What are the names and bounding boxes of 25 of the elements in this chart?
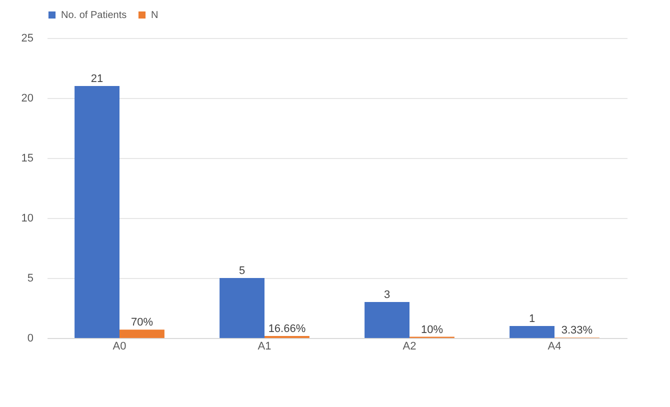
data-label: 10%: [420, 324, 444, 336]
legend-label: No. of Patients: [61, 10, 127, 21]
x-tick-label: A0: [112, 340, 126, 352]
data-label: 1: [528, 313, 536, 325]
bar: [364, 302, 410, 338]
bar: [120, 330, 164, 338]
data-label: 3.33%: [561, 324, 593, 337]
bar: [74, 86, 120, 338]
data-label: 70%: [130, 316, 154, 329]
bar: [510, 326, 554, 338]
data-label: 3: [384, 289, 390, 301]
y-tick-label: 5: [27, 272, 34, 284]
x-tick-label: A4: [548, 340, 562, 352]
data-label: 21: [90, 73, 104, 85]
y-tick-label: 0: [27, 332, 34, 344]
data-label: 5: [238, 265, 246, 277]
bar: [220, 278, 264, 338]
data-label: 16.66%: [268, 323, 306, 335]
y-tick-label: 10: [21, 212, 34, 224]
y-tick-label: 15: [21, 152, 34, 164]
x-tick-label: A2: [402, 340, 416, 352]
y-tick-label: 20: [21, 92, 34, 104]
y-tick-label: 25: [21, 32, 34, 44]
x-tick-label: A1: [258, 340, 272, 352]
legend-label: N: [151, 10, 158, 21]
